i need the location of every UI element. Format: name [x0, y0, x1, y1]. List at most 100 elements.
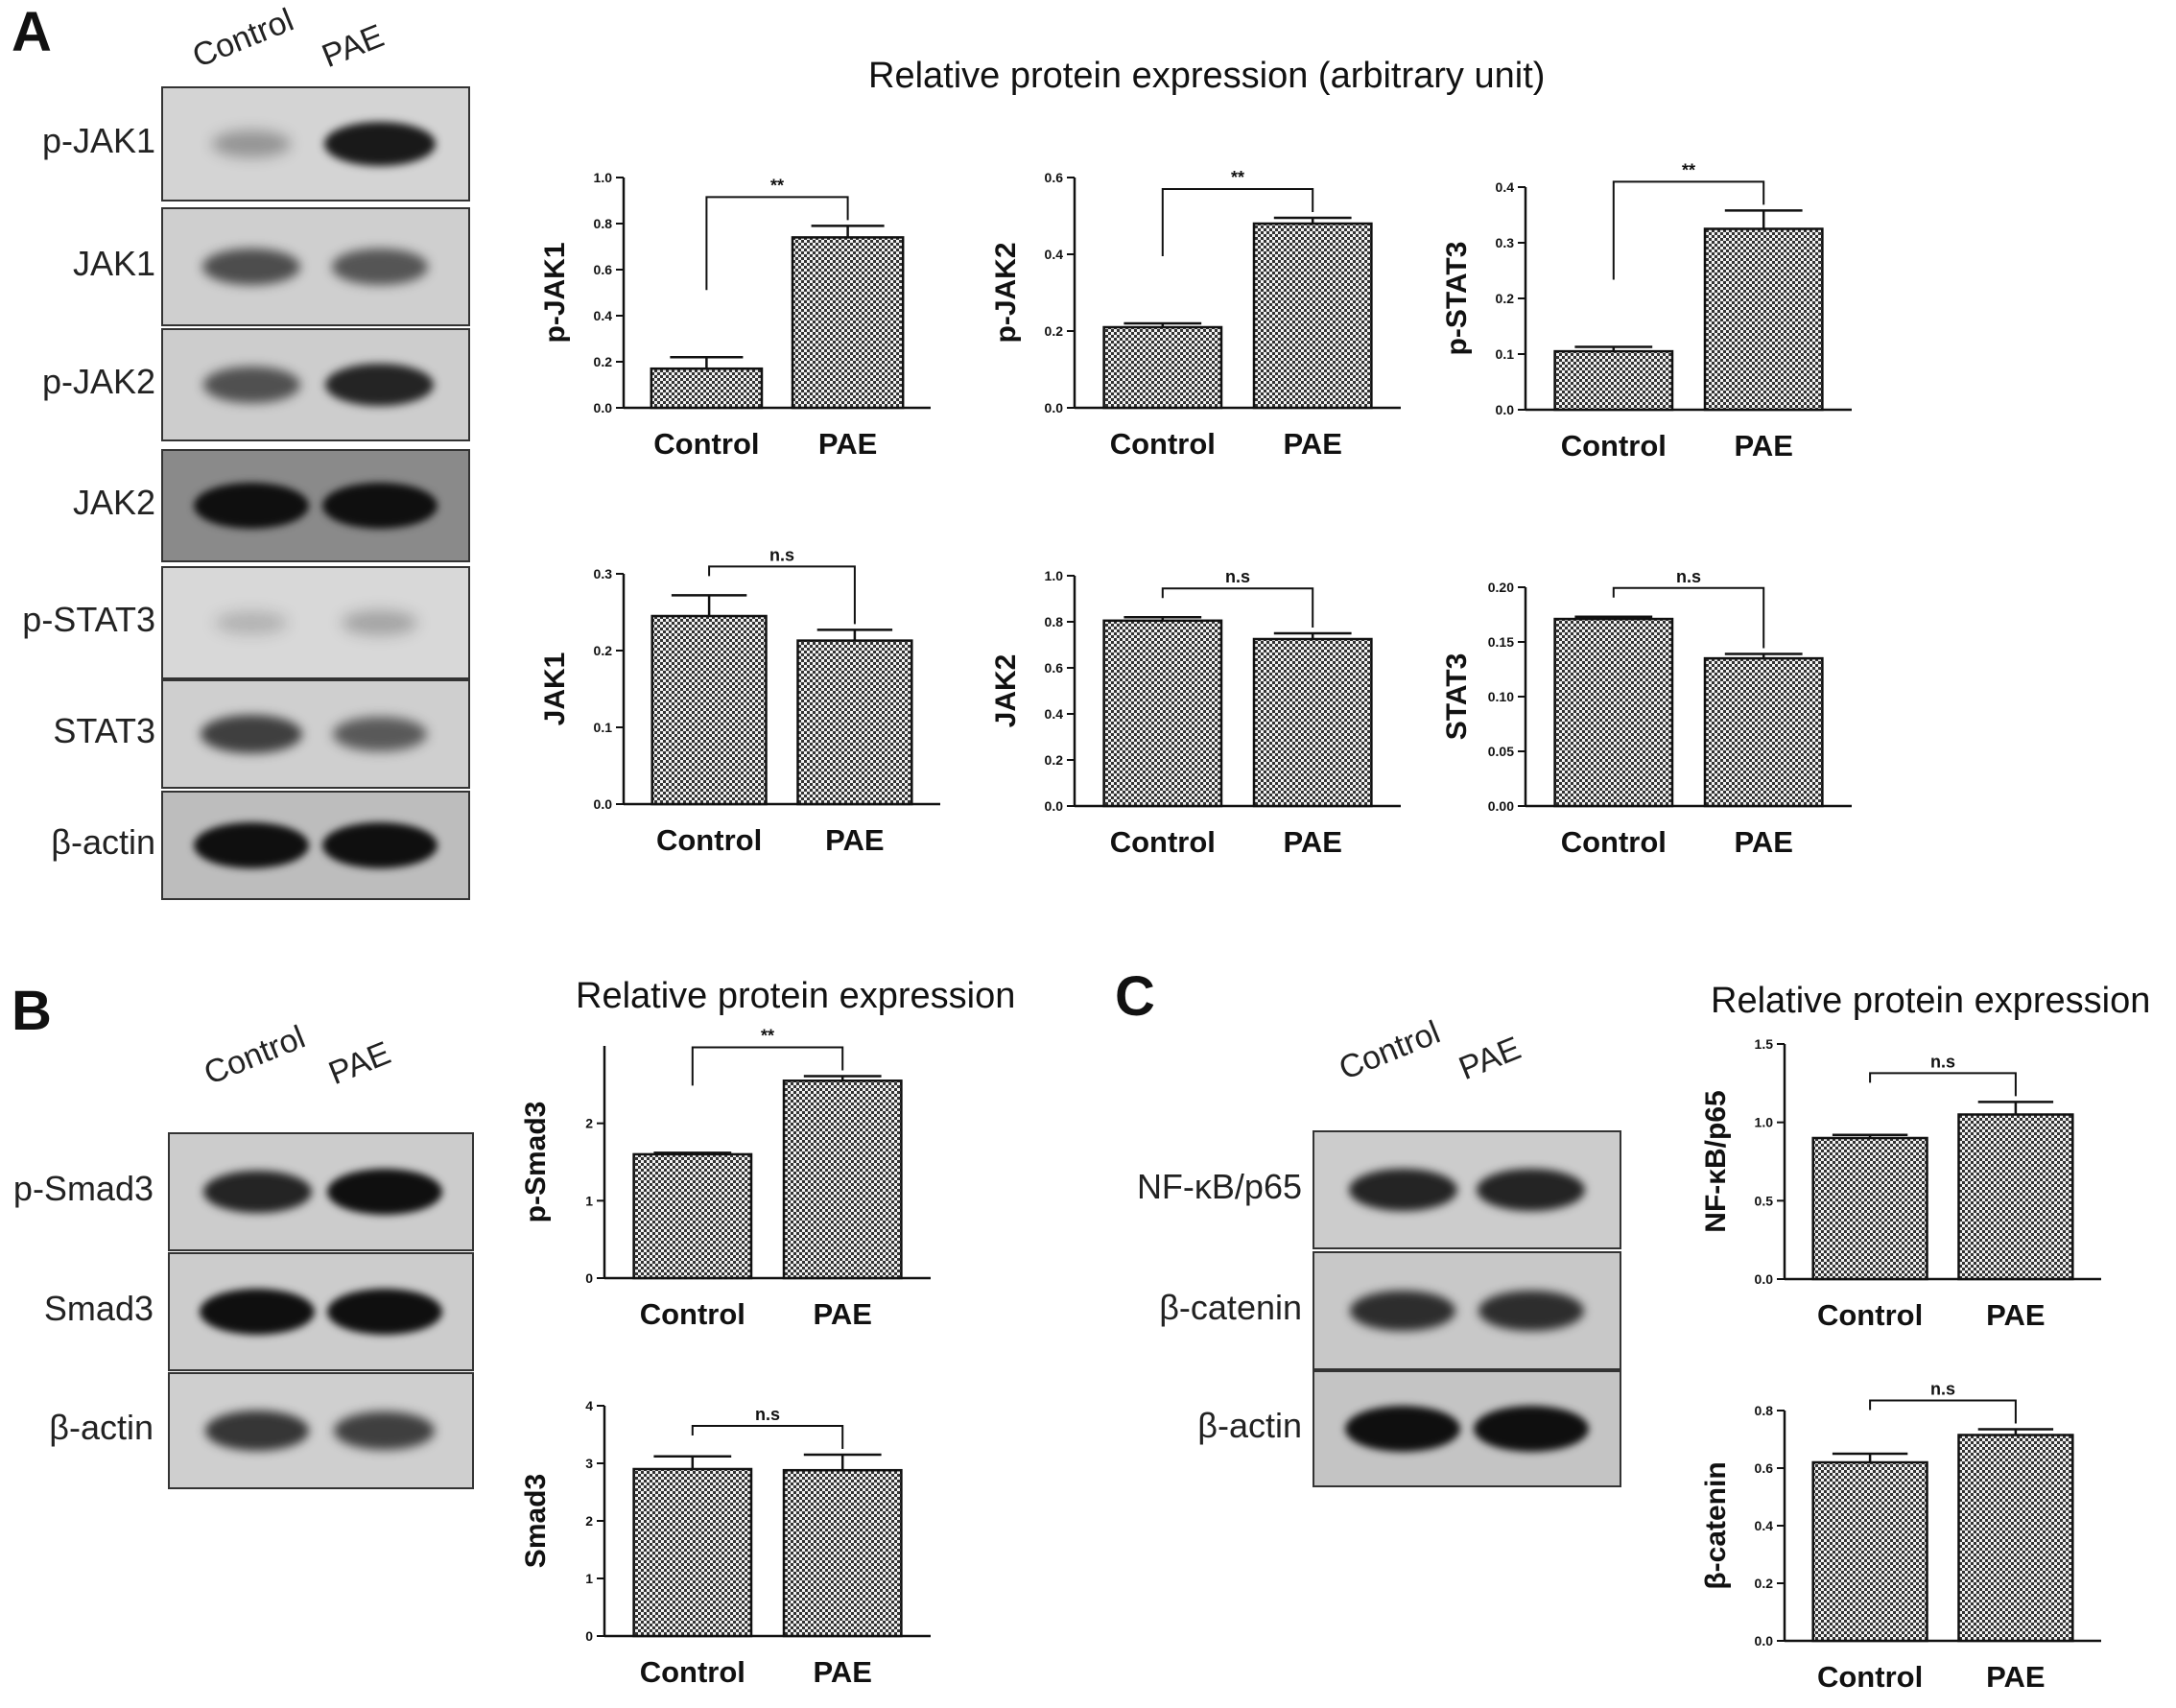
blot-band	[1477, 1168, 1586, 1212]
x-category-label: Control	[640, 1655, 745, 1689]
blot-strip	[161, 791, 470, 900]
blot-strip	[161, 449, 470, 562]
blot-label: STAT3	[53, 711, 155, 750]
x-category-label: Control	[1561, 825, 1667, 859]
y-tick-label: 0.6	[1045, 170, 1064, 185]
y-tick-label: 0	[585, 1270, 593, 1286]
y-tick-label: 1.0	[594, 170, 613, 185]
bar	[1703, 656, 1824, 808]
x-category-label: Control	[1110, 825, 1216, 859]
y-tick-label: 0.2	[1045, 752, 1064, 768]
panel-a-title: Relative protein expression (arbitrary u…	[868, 56, 1546, 96]
blot-label: p-Smad3	[12, 1169, 154, 1208]
blot-band	[326, 1169, 442, 1215]
x-category-label: PAE	[813, 1655, 871, 1689]
y-axis-label: JAK1	[539, 652, 571, 726]
y-axis-label: JAK2	[990, 654, 1022, 728]
x-category-label: PAE	[1734, 429, 1792, 463]
blot-band	[1345, 1406, 1461, 1452]
chart-p-stat3: 0.0 0.1 0.2 0.3 0.4 p-STAT3 Control PAE **	[1441, 160, 1852, 463]
bar	[796, 639, 913, 806]
blot-strip	[1313, 1370, 1621, 1487]
y-tick-label: 0.0	[1045, 400, 1064, 415]
x-category-label: PAE	[813, 1297, 871, 1331]
significance-bracket	[1612, 586, 1765, 649]
bar	[1252, 222, 1373, 410]
y-tick-label: 0.2	[594, 643, 613, 658]
x-category-label: Control	[640, 1297, 745, 1331]
chart-p-jak1: 0.0 0.2 0.4 0.6 0.8 1.0 p-JAK1 Control PAE **	[539, 170, 931, 461]
y-tick-label: 0.4	[594, 308, 613, 323]
blot-band	[202, 248, 301, 286]
y-tick-label: 0.6	[1755, 1460, 1774, 1476]
significance-label: n.s	[1676, 567, 1701, 586]
significance-label: n.s	[769, 545, 794, 564]
y-tick-label: 0.4	[1755, 1518, 1774, 1533]
panel-b-title: Relative protein expression	[576, 976, 1016, 1016]
blot-label: β-actin	[51, 822, 155, 862]
x-category-label: PAE	[1986, 1298, 2045, 1332]
y-tick-label: 3	[585, 1456, 593, 1471]
y-axis-label: p-STAT3	[1441, 242, 1473, 356]
blot-band	[331, 249, 428, 285]
lane-label-control: Control	[1334, 1013, 1446, 1088]
x-category-label: Control	[1110, 427, 1216, 461]
x-category-label: PAE	[1283, 825, 1341, 859]
y-tick-label: 0.4	[1045, 706, 1064, 722]
y-tick-label: 4	[585, 1398, 593, 1413]
y-tick-label: 1	[585, 1571, 593, 1586]
significance-label: n.s	[1930, 1052, 1955, 1071]
y-tick-label: 0.0	[1045, 798, 1064, 814]
blot-label: JAK1	[72, 244, 155, 283]
y-tick-label: 0.2	[1755, 1576, 1774, 1591]
blot-strip	[161, 328, 470, 441]
y-tick-label: 0.00	[1488, 798, 1514, 814]
blot-band	[202, 1170, 312, 1214]
blot-band	[215, 610, 289, 635]
blot-band	[194, 483, 310, 529]
significance-bracket	[1869, 1399, 2017, 1424]
y-tick-label: 0.2	[1045, 323, 1064, 339]
bar	[1811, 1460, 1928, 1643]
blot-band	[1348, 1168, 1457, 1212]
blot-strip	[161, 679, 470, 789]
chart-jak1: 0.0 0.1 0.2 0.3 JAK1 Control PAE n.s	[539, 545, 940, 857]
y-tick-label: 0.0	[594, 400, 613, 415]
y-tick-label: 0.6	[1045, 660, 1064, 676]
y-tick-label: 0.8	[1755, 1403, 1774, 1418]
blot-band	[205, 1411, 310, 1451]
y-tick-label: 0.5	[1755, 1193, 1774, 1208]
y-tick-label: 0.4	[1045, 247, 1064, 262]
blot-band	[321, 483, 438, 529]
chart-p-smad3: 0 1 2 p-Smad3 Control PAE **	[520, 1026, 931, 1331]
y-axis-label: Smad3	[520, 1474, 552, 1568]
y-axis-label: β-catenin	[1700, 1461, 1732, 1589]
y-tick-label: 0.0	[594, 796, 613, 812]
y-tick-label: 0.1	[594, 720, 613, 735]
y-tick-label: 0.4	[1496, 179, 1515, 195]
significance-label: **	[1231, 168, 1244, 187]
y-tick-label: 1	[585, 1193, 593, 1208]
blot-strip	[1313, 1130, 1621, 1249]
y-axis-label: STAT3	[1441, 653, 1473, 741]
lane-label-pae: PAE	[1454, 1030, 1526, 1088]
y-tick-label: 0.10	[1488, 689, 1514, 704]
blot-strip	[1313, 1251, 1621, 1370]
blot-strip	[168, 1132, 474, 1251]
blot-band	[332, 716, 427, 752]
blot-band	[1350, 1290, 1456, 1332]
blot-label: p-STAT3	[22, 600, 155, 639]
y-tick-label: 1.0	[1045, 568, 1064, 583]
y-tick-label: 0.15	[1488, 634, 1514, 650]
blot-strip	[161, 207, 470, 326]
lane-label-control: Control	[199, 1018, 311, 1093]
panel-letter-a: A	[12, 1, 52, 63]
bar	[1252, 637, 1373, 808]
significance-bracket	[1161, 188, 1314, 256]
bar	[632, 1467, 753, 1638]
x-category-label: PAE	[1283, 427, 1341, 461]
blot-band	[325, 363, 435, 407]
bar	[1811, 1136, 1928, 1281]
lane-label-pae: PAE	[323, 1034, 396, 1093]
y-tick-label: 0.2	[594, 354, 613, 369]
